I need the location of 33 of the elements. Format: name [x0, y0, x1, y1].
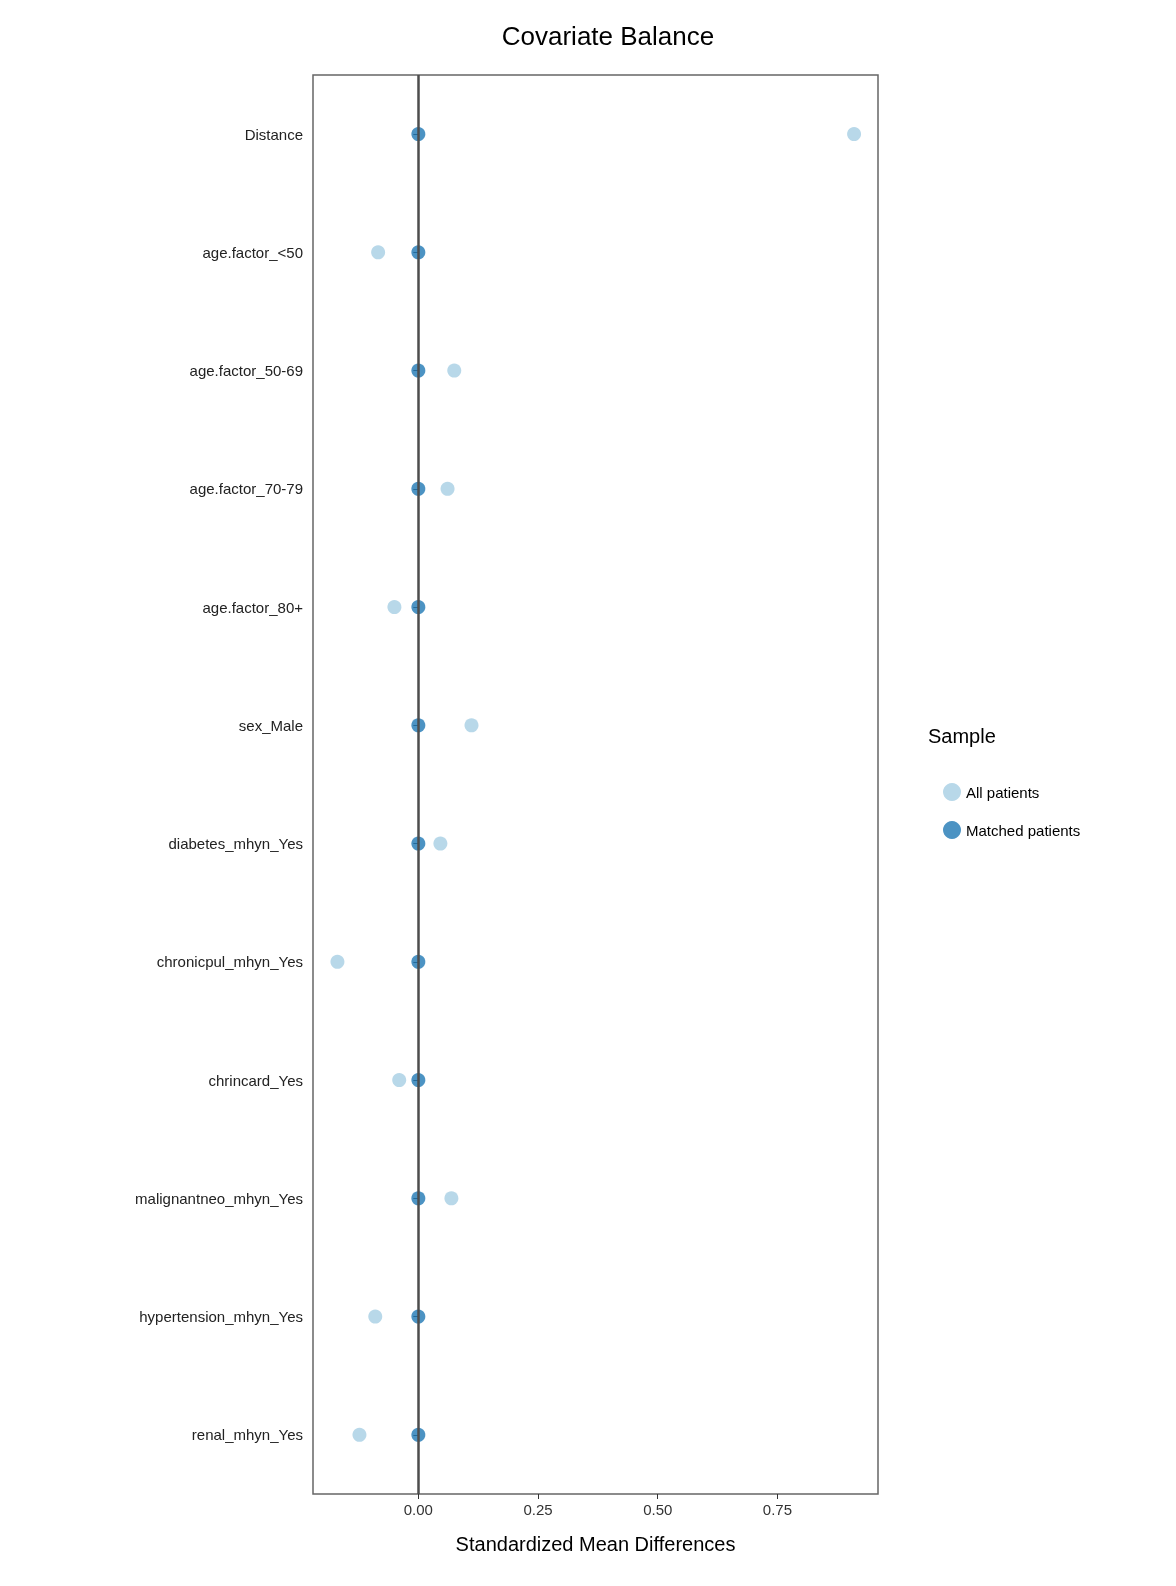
- point: [847, 127, 862, 142]
- point: [444, 1191, 459, 1206]
- y-tick-label: malignantneo_mhyn_Yes: [135, 1189, 303, 1207]
- point: [330, 954, 345, 969]
- y-tick-label: renal_mhyn_Yes: [191, 1426, 303, 1444]
- y-tick-label: chronicpul_mhyn_Yes: [156, 953, 303, 971]
- y-tick-label: age.factor_<50: [202, 243, 303, 261]
- point: [433, 836, 448, 851]
- chart-title: Covariate Balance: [501, 21, 715, 51]
- x-tick-label: 0.25: [523, 1501, 553, 1518]
- legend-label: All patients: [966, 783, 1040, 801]
- legend-label: Matched patients: [966, 821, 1081, 839]
- point: [387, 600, 402, 615]
- x-tick-label: 0.00: [403, 1501, 433, 1518]
- x-axis-title: Standardized Mean Differences: [455, 1533, 736, 1555]
- point: [368, 1309, 383, 1324]
- y-tick-label: age.factor_70-79: [189, 480, 303, 498]
- y-tick-label: hypertension_mhyn_Yes: [139, 1308, 303, 1326]
- y-tick-label: age.factor_50-69: [189, 362, 303, 380]
- point: [371, 245, 386, 260]
- point: [392, 1073, 407, 1088]
- y-tick-label: chrincard_Yes: [208, 1071, 303, 1089]
- point: [352, 1427, 367, 1442]
- point: [464, 718, 479, 733]
- y-tick-label: sex_Male: [238, 716, 303, 734]
- point: [440, 481, 455, 496]
- y-tick-label: age.factor_80+: [202, 598, 304, 616]
- y-tick-label: Distance: [244, 125, 303, 143]
- x-tick-label: 0.75: [762, 1501, 793, 1518]
- y-tick-label: diabetes_mhyn_Yes: [168, 835, 303, 853]
- x-tick-label: 0.50: [643, 1501, 673, 1518]
- point: [447, 363, 462, 378]
- legend-title: Sample: [928, 725, 996, 747]
